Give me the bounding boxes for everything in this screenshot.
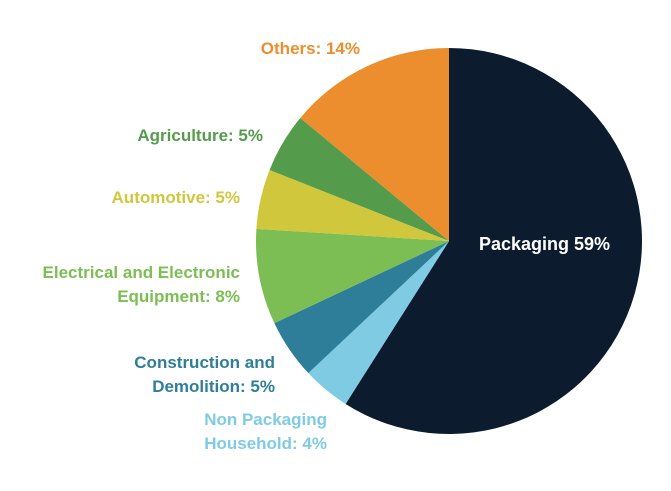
- pie-slice-agriculture: [269, 117, 449, 241]
- non-packaging-household-label: Non Packaging Household: 4%: [204, 408, 327, 456]
- others-label: Others: 14%: [260, 39, 360, 58]
- packaging-label: Packaging 59%: [479, 234, 611, 254]
- non-packaging-household-label-line2: Household: 4%: [204, 434, 327, 453]
- automotive-label: Automotive: 5%: [111, 188, 240, 207]
- pie-slice-non-packaging-household: [308, 241, 449, 404]
- electrical-equipment-label-line1: Electrical and Electronic: [42, 263, 240, 282]
- construction-demolition-label-line1: Construction and: [134, 353, 275, 372]
- pie-slice-construction-and-demolition: [274, 241, 449, 374]
- pie-slice-electrical-and-electronic-equipment: [255, 228, 449, 324]
- non-packaging-household-label-line1: Non Packaging: [204, 410, 327, 429]
- electrical-equipment-label: Electrical and Electronic Equipment: 8%: [43, 261, 240, 309]
- electrical-equipment-label-line2: Equipment: 8%: [117, 287, 240, 306]
- pie-slice-automotive: [256, 169, 449, 241]
- agriculture-label: Agriculture: 5%: [137, 126, 263, 145]
- construction-demolition-label: Construction and Demolition: 5%: [134, 351, 275, 399]
- pie-slice-packaging: [345, 48, 642, 435]
- pie-slices: [255, 48, 642, 435]
- pie-slice-others: [300, 48, 449, 241]
- construction-demolition-label-line2: Demolition: 5%: [152, 377, 275, 396]
